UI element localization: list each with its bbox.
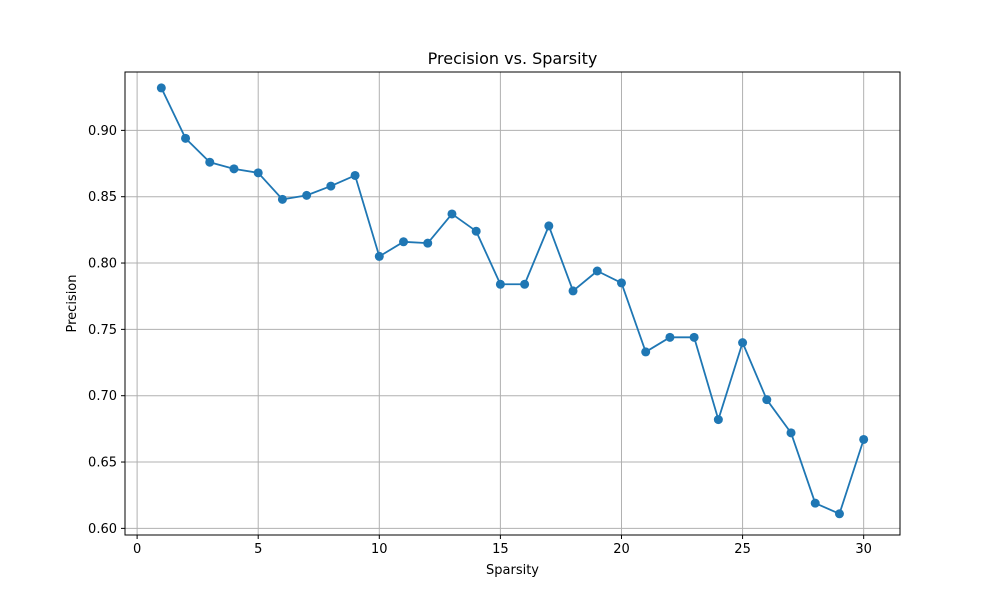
data-point (762, 395, 772, 405)
data-point (568, 286, 578, 296)
data-point (713, 415, 723, 425)
y-tick-label: 0.90 (88, 124, 117, 139)
data-point (326, 181, 336, 191)
y-tick-label: 0.75 (88, 323, 117, 338)
data-point (399, 237, 409, 247)
data-point (253, 168, 263, 178)
data-point (350, 170, 360, 180)
y-axis-label: Precision (65, 274, 80, 332)
data-point (592, 266, 602, 276)
y-tick-label: 0.80 (88, 257, 117, 272)
x-axis-label: Sparsity (486, 563, 539, 578)
data-point (665, 332, 675, 342)
data-point (786, 428, 796, 438)
y-tick-label: 0.70 (88, 389, 117, 404)
data-point (229, 164, 239, 174)
data-point (520, 279, 530, 289)
x-tick-label: 20 (613, 542, 630, 557)
data-point (834, 509, 844, 519)
data-point (471, 226, 481, 236)
axis-ticks: 0 5 10 15 20 25 30 0.60 0.65 0.70 0.75 0.80 0.85 0.90 (88, 124, 872, 557)
x-tick-label: 15 (492, 542, 509, 557)
data-point (374, 251, 384, 261)
grid-lines (125, 72, 900, 535)
data-point (859, 434, 869, 444)
y-tick-label: 0.85 (88, 190, 117, 205)
x-tick-label: 25 (734, 542, 751, 557)
x-tick-label: 30 (855, 542, 872, 557)
chart-title: Precision vs. Sparsity (428, 49, 598, 68)
data-point (447, 209, 457, 219)
x-tick-label: 10 (371, 542, 388, 557)
data-point (810, 498, 820, 508)
x-tick-label: 5 (254, 542, 262, 557)
data-series (156, 83, 869, 519)
plot-area-frame (124, 71, 901, 536)
data-point (156, 83, 166, 93)
data-point (302, 190, 312, 200)
data-point (495, 279, 505, 289)
data-point (616, 278, 626, 288)
y-tick-label: 0.60 (88, 522, 117, 537)
data-point (738, 338, 748, 348)
x-tick-label: 0 (133, 542, 141, 557)
data-point (641, 347, 651, 357)
data-point (689, 332, 699, 342)
series-line (160, 87, 865, 515)
data-point (423, 238, 433, 248)
data-point (181, 133, 191, 143)
data-point (544, 221, 554, 231)
data-point (205, 157, 215, 167)
y-tick-label: 0.65 (88, 456, 117, 471)
data-point (277, 194, 287, 204)
